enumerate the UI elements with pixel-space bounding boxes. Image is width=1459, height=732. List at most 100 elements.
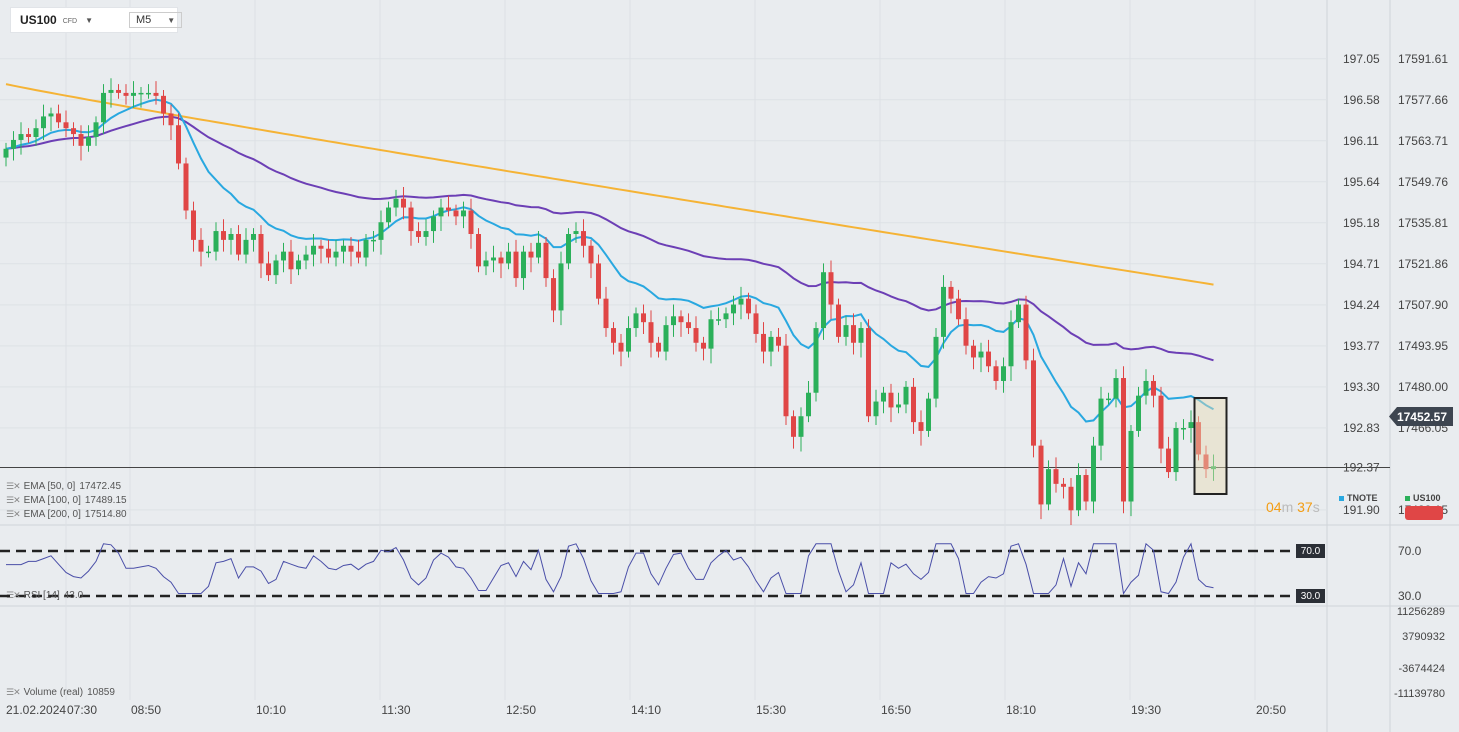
candle-body	[161, 95, 166, 114]
candle-body	[506, 251, 511, 264]
candle-body	[986, 351, 991, 367]
volume-tick-label: -3674424	[1399, 663, 1446, 675]
candle-body	[1001, 366, 1006, 381]
settings-icon[interactable]: ☰✕	[6, 495, 21, 505]
candle-body	[1046, 469, 1051, 505]
candle-body	[138, 92, 144, 95]
candle-body	[198, 239, 204, 252]
candle-body	[716, 319, 721, 321]
y-left-tick-label: 197.05	[1343, 52, 1380, 66]
settings-icon[interactable]: ☰✕	[6, 687, 21, 697]
candle-body	[41, 116, 46, 129]
candle-body	[746, 298, 751, 314]
y-left-tick-label: 194.24	[1343, 298, 1380, 312]
y-left-tick-label: 194.71	[1343, 257, 1380, 271]
candle-body	[146, 92, 151, 95]
candle-body	[896, 404, 901, 408]
candle-body	[288, 251, 294, 270]
candle-body	[491, 257, 496, 261]
current-price-tag: 17452.57	[1389, 407, 1453, 426]
candle-body	[671, 316, 676, 326]
indicator-label: Volume (real)	[23, 687, 84, 698]
candle-body	[1128, 430, 1134, 502]
timeframe-select[interactable]: M5 ▼	[129, 12, 183, 28]
y-right-tick-label: 17591.61	[1398, 52, 1448, 66]
rsi-lower-tag: 30.0	[1296, 589, 1325, 603]
candle-body	[903, 386, 909, 405]
candle-body	[948, 286, 954, 299]
candle-body	[813, 328, 819, 393]
y-left-tick-label: 196.11	[1343, 134, 1379, 148]
symbol-selector[interactable]: US100 CFD ▼ M5 ▼	[10, 7, 183, 33]
candle-body	[596, 263, 601, 299]
candle-body	[423, 231, 429, 237]
candle-body	[116, 89, 121, 93]
x-tick-label: 07:30	[67, 703, 97, 717]
candle-body	[483, 260, 489, 267]
candle-body	[153, 92, 159, 96]
settings-icon[interactable]: ☰✕	[6, 481, 21, 491]
candlesticks	[3, 78, 1228, 525]
candle-body	[798, 416, 804, 437]
candle-body	[641, 313, 646, 323]
candle-body	[581, 231, 586, 246]
candle-body	[513, 251, 519, 279]
candle-body	[1106, 398, 1111, 401]
candle-body	[86, 137, 91, 146]
candle-body	[858, 328, 864, 343]
candle-body	[1016, 304, 1021, 323]
candle-body	[956, 298, 961, 320]
legend-us100[interactable]: US100	[1405, 493, 1441, 503]
timer-minutes: 04	[1266, 499, 1282, 515]
candle-body	[618, 342, 624, 352]
indicator-ema50[interactable]: ☰✕ EMA [50, 0] 17472.45	[6, 481, 121, 492]
candle-countdown: 04m 37s	[1266, 499, 1320, 515]
candle-body	[93, 122, 99, 137]
ema-200-path	[5, 83, 1214, 286]
x-tick-label: 11:30	[381, 703, 410, 717]
candle-body	[453, 210, 459, 217]
indicator-rsi[interactable]: ☰✕ RSI [14] 43.0	[6, 590, 83, 601]
candle-body	[978, 351, 984, 358]
sell-button[interactable]	[1405, 506, 1443, 520]
x-tick-label: 14:10	[631, 703, 661, 717]
candle-body	[1166, 448, 1171, 473]
candle-body	[731, 304, 736, 314]
indicator-ema100[interactable]: ☰✕ EMA [100, 0] 17489.15	[6, 495, 127, 506]
candle-body	[1173, 428, 1179, 473]
candle-body	[341, 245, 346, 252]
x-tick-label: 12:50	[506, 703, 536, 717]
timeframe-label: M5	[136, 14, 152, 26]
candle-body	[371, 239, 376, 242]
candle-body	[266, 263, 271, 276]
candle-body	[1061, 483, 1066, 487]
candle-body	[71, 128, 76, 135]
candle-body	[1098, 398, 1104, 446]
settings-icon[interactable]: ☰✕	[6, 590, 21, 600]
candle-body	[1203, 454, 1209, 470]
candle-body	[821, 272, 826, 329]
x-start-date: 21.02.2024	[6, 703, 66, 717]
indicator-ema200[interactable]: ☰✕ EMA [200, 0] 17514.80	[6, 509, 127, 520]
axes: 197.05 17591.61 196.58 17577.66 196.11 17563.…	[6, 52, 1448, 717]
candle-body	[656, 342, 661, 352]
indicator-label: EMA [100, 0]	[23, 495, 81, 506]
settings-icon[interactable]: ☰✕	[6, 509, 21, 519]
ema-200-line	[5, 83, 1214, 286]
legend-label: US100	[1413, 493, 1441, 503]
candle-body	[933, 336, 939, 399]
candle-body	[26, 134, 31, 137]
candle-body	[686, 322, 691, 329]
indicator-label: EMA [200, 0]	[23, 509, 81, 520]
chevron-down-icon[interactable]: ▼	[85, 15, 94, 25]
candle-body	[3, 148, 9, 158]
legend-tnote[interactable]: TNOTE	[1339, 493, 1378, 503]
candle-body	[1068, 486, 1074, 511]
candle-body	[873, 401, 879, 417]
candle-body	[401, 198, 406, 208]
candle-body	[866, 328, 871, 417]
ema-100-line	[5, 115, 1214, 362]
indicator-volume[interactable]: ☰✕ Volume (real) 10859	[6, 687, 115, 698]
